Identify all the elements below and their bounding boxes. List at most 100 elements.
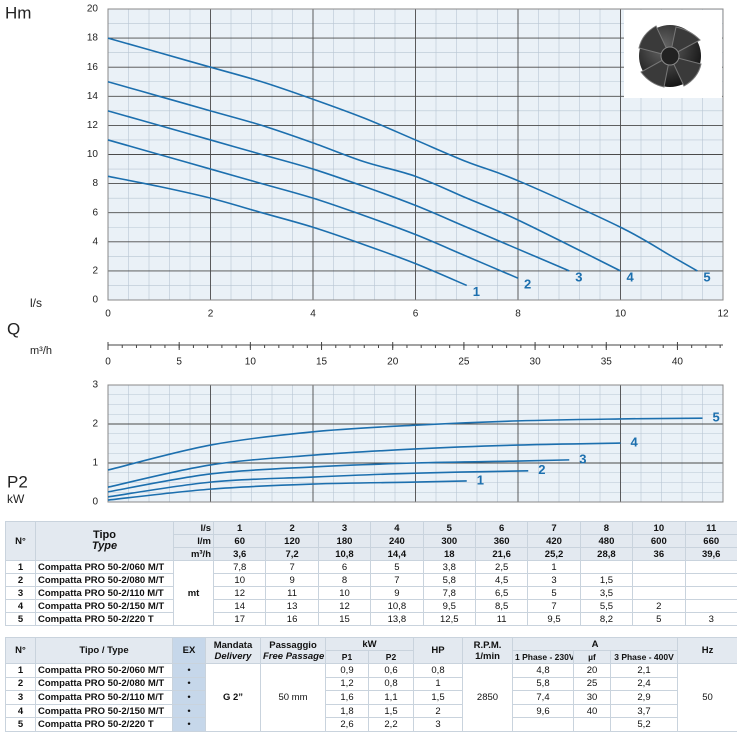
cell: 3,5	[579, 586, 634, 600]
cell-text: Type	[91, 540, 118, 552]
y-tick-label: 18	[87, 33, 99, 44]
cell-text: 1	[17, 664, 24, 676]
cell-text: 2,2	[384, 719, 398, 731]
cell: 16	[265, 612, 319, 626]
cell-text: 2	[17, 574, 24, 586]
cell-text: Compatta PRO 50-2/110 M/T	[38, 691, 164, 703]
cell: 2	[632, 599, 686, 613]
cell-text: R.P.M.	[473, 639, 502, 651]
cell: 6	[317, 560, 372, 574]
cell-text: A	[591, 638, 599, 650]
cell: Compatta PRO 50-2/110 M/T	[35, 690, 173, 705]
cell-text: 10	[234, 574, 245, 586]
cell	[684, 599, 737, 613]
cell-text: 7	[289, 561, 295, 573]
cell-text: 2	[289, 522, 295, 534]
cell: 5	[370, 560, 424, 574]
y-tick-label: 8	[92, 178, 98, 189]
cell: 2850	[462, 663, 513, 732]
cell: 10,8	[370, 599, 424, 613]
x2-tick-label: 15	[316, 357, 328, 368]
cell: 15	[317, 612, 372, 626]
header-cell: Hz	[677, 637, 737, 664]
cell-text: Compatta PRO 50-2/080 M/T	[38, 678, 165, 690]
header-cell: EX	[172, 637, 206, 664]
cell-text: Compatta PRO 50-2/150 M/T	[38, 600, 165, 612]
cell-text: 1/min	[475, 650, 500, 662]
cell: 7	[527, 599, 581, 613]
cell: 2,4	[609, 676, 679, 692]
header-cell: 360	[474, 534, 529, 548]
cell: 8,2	[579, 612, 634, 626]
cell-text: HP	[431, 645, 445, 656]
header-row: N° Tipo / Type EX Mandata Delivery Passaggio F…	[5, 637, 737, 664]
header-cell: Passaggio Free Passage	[260, 637, 326, 664]
header-cell: Tipo Type	[35, 521, 174, 561]
cell: 1	[527, 560, 581, 574]
curve-label: 3	[575, 269, 582, 284]
cell: mt	[173, 560, 214, 626]
cell-text: 4	[394, 522, 400, 534]
header-cell: 60	[212, 534, 267, 548]
cell-text: N°	[15, 535, 26, 547]
cell: 20	[573, 663, 611, 678]
cell-text: 10,8	[335, 548, 354, 560]
cell-text: 9,6	[536, 705, 550, 717]
cell-text: 2,9	[637, 691, 651, 703]
cell-text: P2	[385, 651, 397, 662]
cell-text: •	[187, 678, 191, 690]
data-row: 2 Compatta PRO 50-2/080 M/T 10 9 8 7 5,8 4,5 3 1,…	[5, 573, 737, 587]
cell-text: 660	[703, 535, 720, 547]
data-row: 4 Compatta PRO 50-2/150 M/T • 1,8 1,5 2 9,6 40 3…	[5, 703, 737, 719]
header-cell: P2	[368, 650, 414, 664]
cell-text: 4	[17, 600, 24, 612]
cell: 5	[527, 586, 581, 600]
curve-label: 5	[713, 410, 720, 425]
cell: Compatta PRO 50-2/110 M/T	[35, 586, 174, 600]
cell: 2	[5, 676, 36, 692]
x-tick-label: 4	[310, 309, 316, 320]
header-cell: R.P.M. 1/min	[462, 637, 513, 664]
cell-text: 3,7	[637, 705, 651, 717]
cell-text: 3	[341, 522, 348, 534]
cell: 5	[5, 612, 36, 626]
x2-tick-label: 40	[672, 357, 684, 368]
cell: 0,8	[368, 676, 414, 692]
y-axis-label: P2	[7, 472, 28, 491]
x2-tick-label: 10	[245, 357, 257, 368]
cell-text: •	[187, 705, 191, 717]
cell-text: 2,1	[637, 664, 651, 676]
curve	[107, 480, 467, 501]
cell-text: 10	[653, 522, 665, 534]
cell-text: 12,5	[440, 613, 459, 625]
header-cell: 7,2	[265, 547, 319, 561]
cell-text: 5	[446, 522, 452, 534]
curve	[107, 37, 698, 272]
header-cell: 5	[422, 521, 476, 535]
header-cell: 14,4	[370, 547, 424, 561]
cell: Compatta PRO 50-2/150 M/T	[35, 703, 173, 719]
cell-text: 5,5	[599, 600, 614, 612]
cell: 2,5	[474, 560, 529, 574]
cell-text: Compatta PRO 50-2/220 T	[38, 613, 154, 625]
unit-cell: l/s	[173, 521, 214, 535]
curve-label: 3	[579, 451, 586, 466]
cell: 11	[474, 612, 529, 626]
cell-text: Free Passage	[263, 650, 325, 662]
cell-text: P1	[341, 651, 353, 662]
cell: 9	[370, 586, 424, 600]
cell-text: 11	[706, 522, 717, 534]
cell: 1,6	[325, 690, 369, 705]
cell: 5,5	[579, 599, 634, 613]
cell-text: 16	[286, 613, 298, 625]
header-row: l/m 60 120 180 240 300 360 420 480 600 660	[6, 534, 737, 548]
cell: 12	[212, 586, 267, 600]
cell: 11	[265, 586, 319, 600]
cell-text: 3	[435, 719, 441, 731]
cell-text: 18	[443, 548, 455, 560]
cell: 9,5	[422, 599, 476, 613]
header-cell: µf	[573, 650, 611, 664]
cell-text: 360	[493, 535, 510, 547]
cell: 3,8	[422, 560, 476, 574]
